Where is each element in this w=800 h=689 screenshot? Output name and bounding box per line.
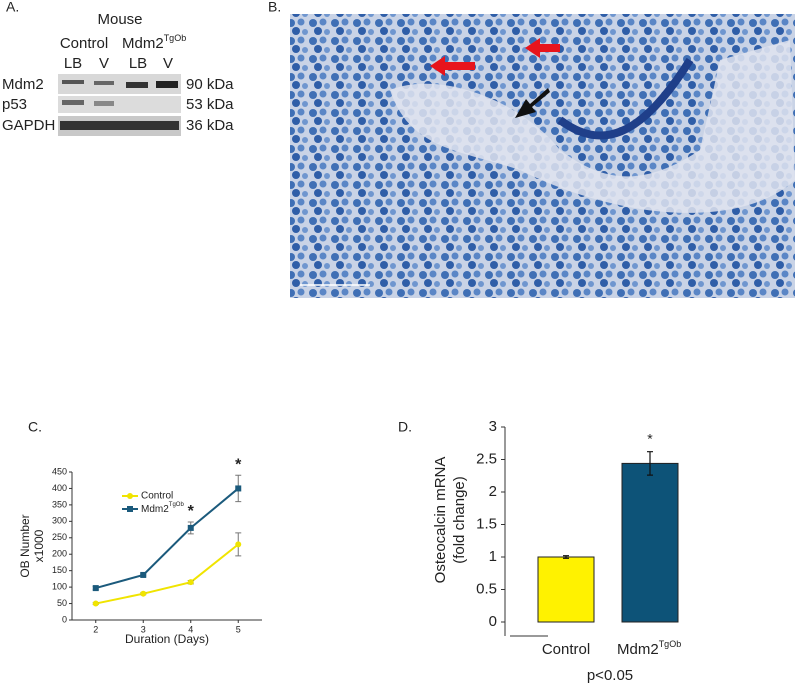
band [94,101,114,106]
cell-lining [557,57,694,140]
panel-label: C. [28,419,42,435]
y-tick-label: 450 [52,466,67,476]
panel-a: A. Mouse Control Mdm2TgOb LB V LB V Mdm2… [2,0,234,136]
size-label: 53 kDa [186,96,234,113]
y-tick-label: 350 [52,499,67,509]
y-axis-label: Osteocalcin mRNA [432,457,449,584]
blot-strip [58,96,181,113]
point [187,524,194,531]
error-bar [563,555,569,559]
y-tick-label: 0 [62,614,67,624]
legend-marker [127,506,133,512]
x-axis-label: Duration (Days) [125,632,209,646]
y-tick-label: 0 [489,613,497,630]
x-tick-label-sup: TgOb [659,639,682,649]
panel-label: B. [268,0,281,15]
y-tick-label: 400 [52,483,67,493]
y-tick-label: 3 [489,418,497,435]
y-tick-label: 250 [52,532,67,542]
point [235,485,242,492]
bar [537,556,595,623]
row-label: GAPDH [2,117,55,134]
series-line [95,487,239,590]
point [92,600,99,607]
y-tick-label: 2 [489,483,497,500]
bone-matrix [390,40,795,213]
lane-label: V [163,55,173,72]
band [62,80,84,84]
legend-label-main: Mdm2 [141,504,169,515]
lane-label: LB [64,55,82,72]
y-tick-label: 150 [52,565,67,575]
error-bar [647,451,653,476]
y-tick-label: 100 [52,581,67,591]
legend-label: Mdm2TgOb [141,502,184,515]
band [126,82,148,88]
point [140,571,147,578]
y-tick-label: 2.5 [476,450,497,467]
y-tick-label: 0.5 [476,580,497,597]
y-axis-label: (fold change) [451,476,468,564]
point [235,541,242,548]
panel-label: D. [398,419,412,435]
legend-label: Control [141,491,173,502]
point [92,585,99,592]
y-tick-label: 1.5 [476,515,497,532]
y-tick-label: 200 [52,549,67,559]
y-tick-label: 50 [57,598,67,608]
x-tick-label-main: Mdm2 [617,641,659,658]
point [140,590,147,597]
band [156,81,178,88]
black-arrow [515,88,550,118]
y-tick-label: 300 [52,516,67,526]
group-label: Control [60,35,108,52]
panel-b: B. [268,0,795,298]
point [187,579,194,586]
lane-label: V [99,55,109,72]
footnote: p<0.05 [587,667,633,684]
band [94,81,114,85]
red-arrow [430,56,475,76]
row-label: p53 [2,96,27,113]
bar [621,462,679,623]
y-axis-label: OB Number [18,514,32,577]
x-tick-label: Mdm2TgOb [617,639,681,658]
x-tick-label: 3 [141,624,146,634]
legend-label-sup: TgOb [169,502,185,508]
x-tick-label: 2 [93,624,98,634]
significance: * [188,503,195,520]
group-label: Mdm2TgOb [122,33,186,52]
x-tick-label: 4 [188,624,193,634]
legend-marker [127,493,133,499]
band [60,121,179,130]
red-arrow [525,38,560,58]
series-line [95,543,239,605]
significance: * [647,430,653,446]
x-tick-label: 5 [236,624,241,634]
blot-header: Mouse [97,11,142,28]
lane-label: LB [129,55,147,72]
size-label: 90 kDa [186,76,234,93]
charts: C. 0 50 100 150 200 250 300 350 400 450 2 3 4 5 Duratio… [18,418,681,684]
size-label: 36 kDa [186,117,234,134]
band [62,100,84,105]
panel-label: A. [6,0,19,15]
y-axis-label: x1000 [32,529,46,562]
row-label: Mdm2 [2,76,44,93]
x-tick-label: Control [542,641,590,658]
significance: * [235,457,242,474]
y-tick-label: 1 [489,548,497,565]
blot-strip [58,74,181,94]
